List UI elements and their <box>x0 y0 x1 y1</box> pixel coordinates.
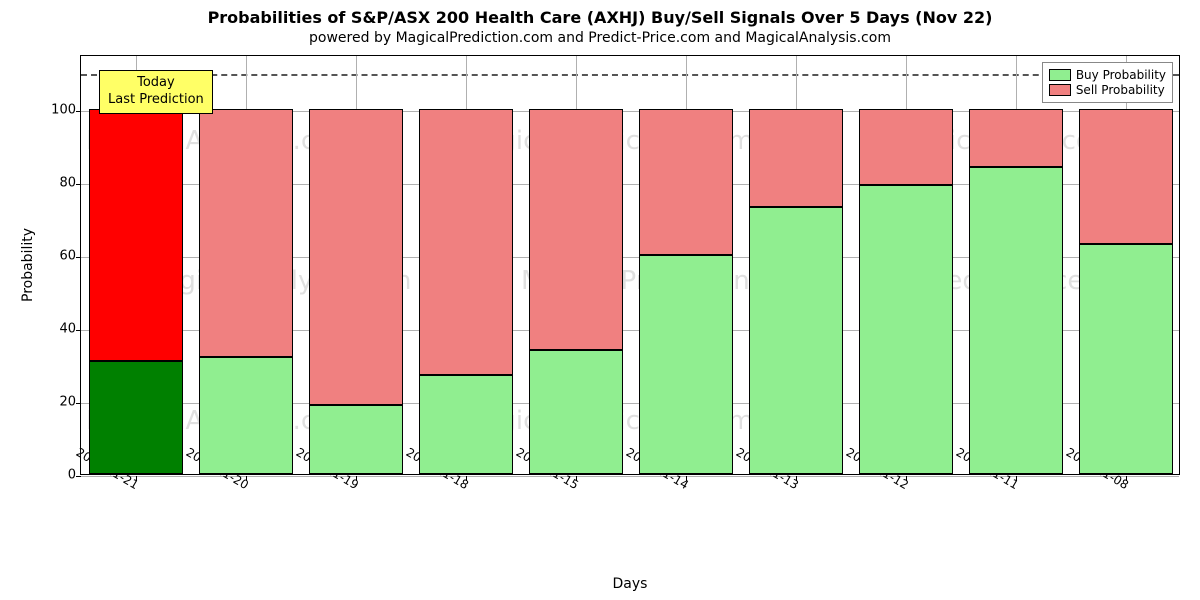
today-label-line1: Today <box>108 75 204 92</box>
y-tick-label: 40 <box>36 321 76 336</box>
bar-sell <box>309 109 404 405</box>
bar-buy <box>309 405 404 474</box>
bar-buy <box>639 255 734 474</box>
bar-buy <box>859 185 954 474</box>
bar-buy <box>1079 244 1174 474</box>
bar-group <box>1079 109 1174 474</box>
y-tick-label: 100 <box>36 102 76 117</box>
bar-buy <box>529 350 624 474</box>
y-tick-label: 80 <box>36 175 76 190</box>
bar-group <box>529 109 624 474</box>
bar-sell <box>859 109 954 186</box>
bar-buy <box>969 167 1064 474</box>
y-tick-mark <box>76 476 81 477</box>
today-last-prediction-label: Today Last Prediction <box>99 70 213 114</box>
legend-swatch-buy <box>1049 69 1071 81</box>
bar-group <box>639 109 734 474</box>
bar-group <box>89 109 184 474</box>
legend-item-sell: Sell Probability <box>1049 83 1166 97</box>
legend-label-buy: Buy Probability <box>1076 68 1166 82</box>
bar-buy <box>749 207 844 474</box>
bar-group <box>309 109 404 474</box>
bar-sell <box>199 109 294 357</box>
y-tick-label: 0 <box>36 468 76 483</box>
legend: Buy Probability Sell Probability <box>1042 62 1173 103</box>
bar-group <box>969 109 1064 474</box>
bar-buy <box>419 375 514 474</box>
legend-label-sell: Sell Probability <box>1076 83 1165 97</box>
plot-area: MagicalAnalysis.com MagicalPrediction.co… <box>80 55 1180 475</box>
legend-item-buy: Buy Probability <box>1049 68 1166 82</box>
bar-group <box>419 109 514 474</box>
bar-group <box>199 109 294 474</box>
bar-group <box>859 109 954 474</box>
bars-layer <box>81 56 1179 474</box>
bar-sell <box>969 109 1064 167</box>
y-tick-label: 60 <box>36 248 76 263</box>
bar-sell <box>749 109 844 208</box>
legend-swatch-sell <box>1049 84 1071 96</box>
y-axis-label: Probability <box>20 228 36 302</box>
bar-group <box>749 109 844 474</box>
chart-title: Probabilities of S&P/ASX 200 Health Care… <box>0 8 1200 27</box>
y-tick-label: 20 <box>36 394 76 409</box>
x-axis-label: Days <box>80 576 1180 592</box>
chart-subtitle: powered by MagicalPrediction.com and Pre… <box>0 30 1200 46</box>
bar-buy <box>199 357 294 474</box>
bar-buy <box>89 361 184 474</box>
today-label-line2: Last Prediction <box>108 92 204 109</box>
bar-sell <box>639 109 734 255</box>
chart-container: Probabilities of S&P/ASX 200 Health Care… <box>0 0 1200 600</box>
bar-sell <box>419 109 514 376</box>
bar-sell <box>89 109 184 361</box>
bar-sell <box>1079 109 1174 244</box>
bar-sell <box>529 109 624 350</box>
